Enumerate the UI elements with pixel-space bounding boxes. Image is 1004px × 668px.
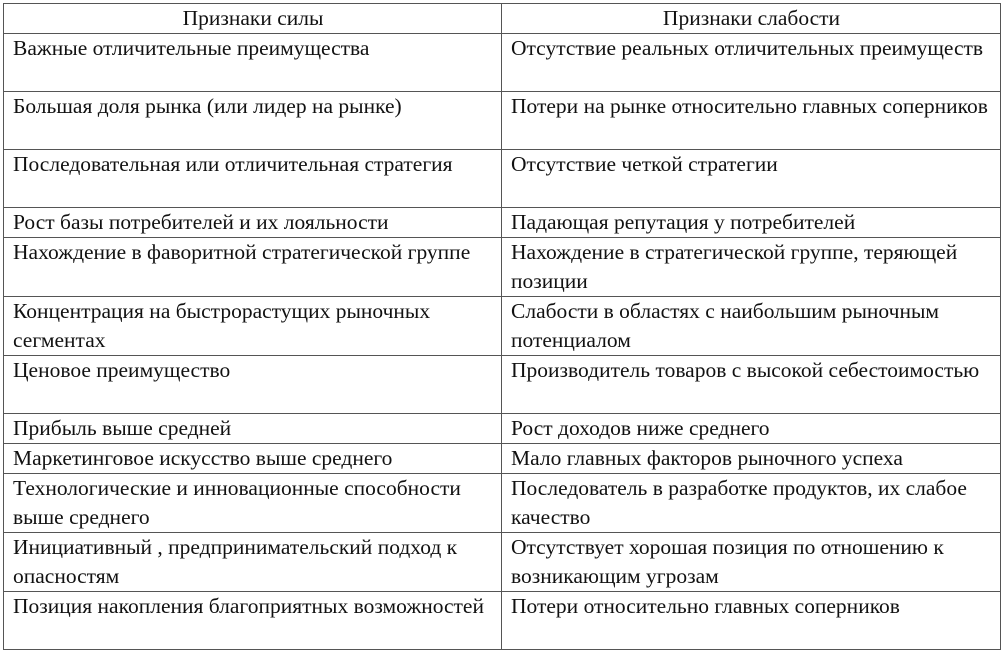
weakness-cell: Отсутствие четкой стратегии — [501, 149, 1001, 208]
strength-cell: Большая доля рынка (или лидер на рынке) — [3, 91, 502, 150]
table-row: Рост базы потребителей и их лояльности Па… — [3, 207, 1001, 238]
table-row: Инициативный , предпринимательский подхо… — [3, 532, 1001, 592]
table-row: Большая доля рынка (или лидер на рынке) П… — [3, 91, 1001, 150]
header-strengths: Признаки силы — [3, 3, 502, 34]
weakness-cell: Потери на рынке относительно главных соп… — [501, 91, 1001, 150]
weakness-cell: Последователь в разработке продуктов, их… — [501, 473, 1001, 533]
strength-cell: Технологические и инновационные способно… — [3, 473, 502, 533]
table-row: Нахождение в фаворитной стратегической г… — [3, 237, 1001, 297]
table-row: Прибыль выше средней Рост доходов ниже ср… — [3, 413, 1001, 444]
strength-cell: Прибыль выше средней — [3, 413, 502, 444]
strength-cell: Ценовое преимущество — [3, 355, 502, 414]
table-row: Маркетинговое искусство выше среднего Мал… — [3, 443, 1001, 474]
strength-cell: Концентрация на быстрорастущих рыночных … — [3, 296, 502, 356]
table-row: Технологические и инновационные способно… — [3, 473, 1001, 533]
weakness-cell: Производитель товаров с высокой себестои… — [501, 355, 1001, 414]
weakness-cell: Мало главных факторов рыночного успеха — [501, 443, 1001, 474]
weakness-cell: Нахождение в стратегической группе, теря… — [501, 237, 1001, 297]
strength-cell: Позиция накопления благоприятных возможн… — [3, 591, 502, 650]
strength-cell: Рост базы потребителей и их лояльности — [3, 207, 502, 238]
table-row: Ценовое преимущество Производитель товаро… — [3, 355, 1001, 414]
header-weaknesses: Признаки слабости — [501, 3, 1001, 34]
table-row: Концентрация на быстрорастущих рыночных … — [3, 296, 1001, 356]
strength-cell: Последовательная или отличительная страт… — [3, 149, 502, 208]
table-row: Последовательная или отличительная страт… — [3, 149, 1001, 208]
table-row: Позиция накопления благоприятных возможн… — [3, 591, 1001, 650]
weakness-cell: Отсутствие реальных отличительных преиму… — [501, 33, 1001, 92]
strength-cell: Инициативный , предпринимательский подхо… — [3, 532, 502, 592]
weakness-cell: Отсутствует хорошая позиция по отношению… — [501, 532, 1001, 592]
strength-cell: Нахождение в фаворитной стратегической г… — [3, 237, 502, 297]
header-row: Признаки силы Признаки слабости — [3, 3, 1001, 34]
strengths-weaknesses-table: Признаки силы Признаки слабости Важные о… — [3, 3, 1001, 650]
strength-cell: Важные отличительные преимущества — [3, 33, 502, 92]
table-row: Важные отличительные преимущества Отсутст… — [3, 33, 1001, 92]
weakness-cell: Падающая репутация у потребителей — [501, 207, 1001, 238]
weakness-cell: Потери относительно главных соперников — [501, 591, 1001, 650]
weakness-cell: Слабости в областях с наибольшим рыночны… — [501, 296, 1001, 356]
weakness-cell: Рост доходов ниже среднего — [501, 413, 1001, 444]
strength-cell: Маркетинговое искусство выше среднего — [3, 443, 502, 474]
